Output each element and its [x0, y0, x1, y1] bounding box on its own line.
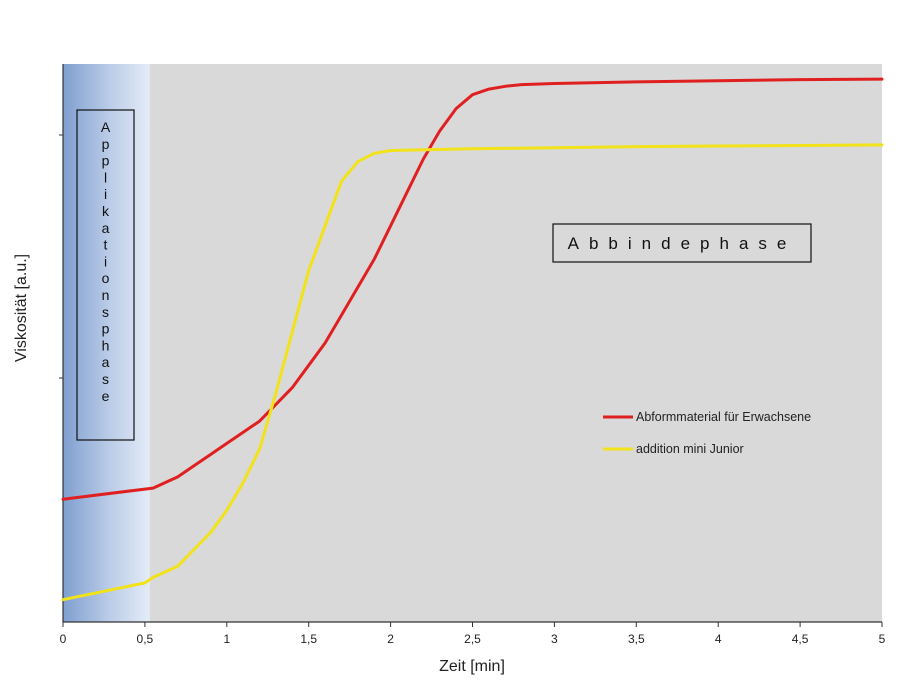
- x-axis-title: Zeit [min]: [439, 658, 505, 675]
- series-line-0: [61, 77, 884, 501]
- x-tick-label: 1: [223, 632, 230, 646]
- x-tick-label: 0,5: [137, 632, 154, 646]
- x-ticks: 0 0,5 1 1,5 2 2,5 3 3,5 4 4,5 5: [60, 622, 886, 646]
- series-line-1: [61, 143, 884, 602]
- x-tick-label: 1,5: [300, 632, 317, 646]
- x-tick-label: 4,5: [792, 632, 809, 646]
- x-tick-label: 4: [715, 632, 722, 646]
- legend-label-1: addition mini Junior: [636, 442, 744, 456]
- x-tick-label: 3,5: [628, 632, 645, 646]
- setting-phase-box: Abbindephase: [552, 223, 812, 263]
- x-tick-label: 5: [879, 632, 886, 646]
- x-tick-label: 2,5: [464, 632, 481, 646]
- x-tick-label: 2: [387, 632, 394, 646]
- x-tick-label: 3: [551, 632, 558, 646]
- setting-phase-label: Abbindephase: [568, 234, 797, 253]
- y-axis-title: Viskosität [a.u.]: [13, 254, 30, 362]
- plot-area: [63, 64, 882, 622]
- x-tick-label: 0: [60, 632, 67, 646]
- series-layer: [61, 77, 884, 602]
- legend: Abformmaterial für Erwachsene addition m…: [603, 410, 811, 456]
- legend-label-0: Abformmaterial für Erwachsene: [636, 410, 811, 424]
